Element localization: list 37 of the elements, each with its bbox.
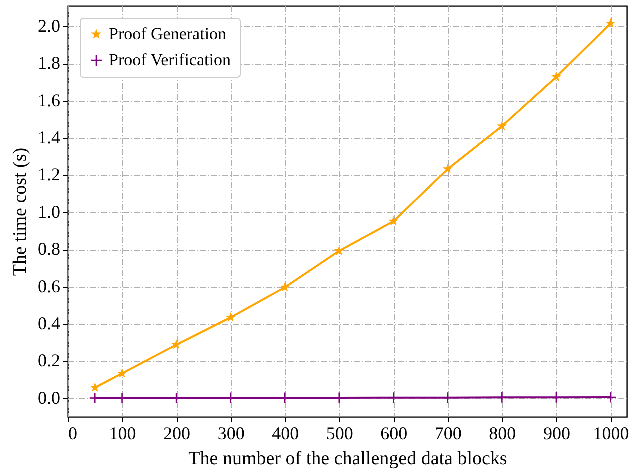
x-tick-label: 1000: [593, 424, 630, 444]
x-axis-title: The number of the challenged data blocks: [188, 448, 508, 470]
y-tick-label: 0.6: [38, 276, 60, 296]
legend-label: Proof Verification: [109, 50, 232, 70]
legend-label: Proof Generation: [109, 24, 228, 44]
point: [117, 368, 128, 378]
y-tick-label: 1.6: [38, 90, 60, 110]
x-tick-label: 300: [218, 424, 245, 444]
point: [388, 216, 399, 226]
point: [497, 121, 508, 131]
y-tick-label: 1.4: [38, 128, 60, 148]
point: [280, 282, 290, 292]
x-tick-label: 200: [164, 424, 191, 444]
y-tick-label: 1.2: [38, 164, 60, 185]
y-tick-label: 0.2: [38, 350, 60, 371]
x-tick-label: 600: [380, 424, 408, 444]
x-tick-label: 100: [109, 424, 136, 444]
x-tick-label: 700: [434, 424, 462, 444]
point: [551, 72, 562, 82]
x-tick-label: 800: [489, 424, 516, 444]
point: [172, 340, 182, 350]
y-tick-label: 1.0: [38, 202, 60, 222]
point: [226, 312, 236, 322]
point: [334, 246, 344, 256]
point: [606, 18, 616, 28]
y-tick-label: 2.0: [38, 16, 60, 36]
x-tick-label: 400: [272, 424, 300, 444]
y-tick-label: 1.8: [38, 53, 60, 74]
x-tick-label: 0: [68, 424, 78, 444]
y-tick-label: 0.4: [38, 314, 60, 334]
y-tick-label: 0.0: [38, 388, 60, 408]
y-tick-label: 0.8: [38, 239, 60, 260]
point: [90, 382, 100, 392]
point: [442, 164, 453, 174]
y-axis-title: The time cost (s): [10, 148, 31, 276]
x-tick-label: 500: [326, 424, 354, 444]
x-tick-label: 900: [543, 424, 570, 444]
